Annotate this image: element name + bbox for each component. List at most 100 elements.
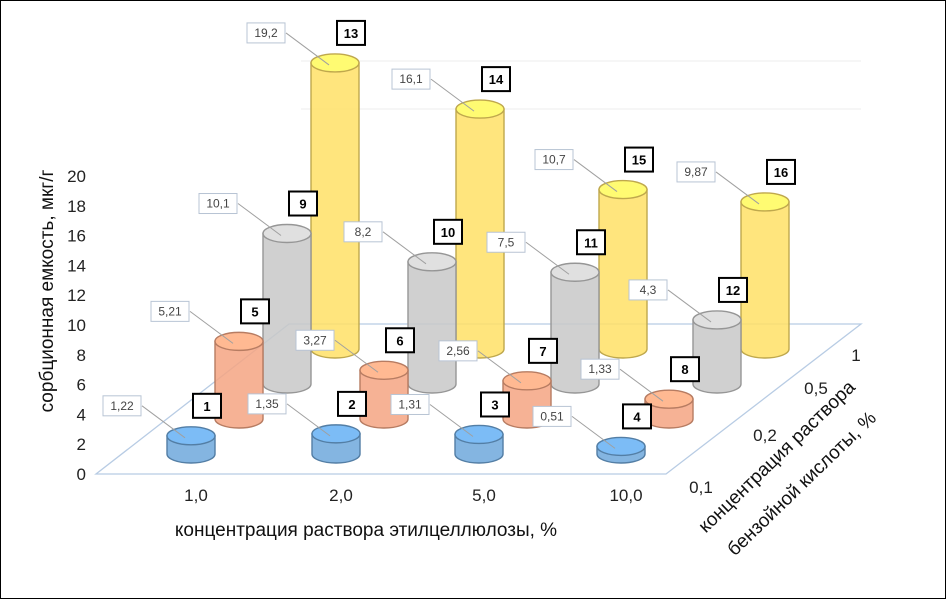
value-callout: 3,27 6	[295, 327, 415, 373]
x-tick-label: 1,0	[184, 486, 208, 505]
x-tick-label: 5,0	[472, 486, 496, 505]
callout-leader	[430, 78, 475, 112]
value-label-box	[486, 231, 526, 253]
bar-id-label: 12	[726, 283, 740, 298]
x-axis-title: концентрация раствора этилцеллюлозы, %	[175, 520, 557, 541]
bar-id-box	[240, 298, 270, 325]
bar-id-label: 3	[491, 397, 498, 412]
y-tick-label: 20	[67, 167, 86, 186]
y-tick-label: 10	[67, 316, 86, 335]
bar-id-label: 16	[774, 165, 788, 180]
value-label: 4,3	[640, 283, 657, 297]
value-callout: 1,22 1	[102, 392, 222, 439]
bar-body	[692, 319, 742, 394]
bar-top	[598, 179, 648, 200]
value-label: 5,21	[158, 304, 182, 318]
callout-leader	[525, 241, 570, 275]
bar-body	[262, 232, 312, 394]
value-label-box	[628, 279, 668, 301]
value-label: 10,7	[542, 153, 566, 167]
depth-tick-label: 0,5	[804, 379, 828, 398]
bar-id-box	[528, 337, 558, 364]
y-tick-label: 6	[77, 376, 86, 395]
value-label: 10,1	[206, 197, 230, 211]
bar-top	[502, 371, 552, 391]
bar-id-label: 11	[584, 235, 598, 250]
value-label: 0,51	[540, 409, 564, 423]
callout-leader	[382, 231, 427, 265]
value-label: 1,31	[398, 397, 422, 411]
depth-tick-label: 0,1	[689, 478, 713, 497]
bar-top	[311, 424, 361, 444]
bar-top	[740, 192, 790, 212]
y-tick-label: 18	[67, 197, 86, 216]
y-tick-label: 14	[67, 256, 86, 275]
value-label-box	[150, 300, 190, 322]
bar-top	[644, 389, 694, 409]
bar-id-label: 2	[348, 397, 355, 412]
value-callout: 1,33 8	[580, 356, 700, 402]
x-tick-label: 10,0	[609, 486, 642, 505]
bar-id-box	[480, 391, 510, 418]
bar-top	[262, 223, 312, 244]
y-axis-ticks: 0 2 4 6 8 10 12 14 16 18 20	[67, 167, 86, 484]
callout-leader	[285, 32, 330, 66]
depth-tick-label: 1	[851, 346, 860, 365]
bar	[692, 310, 742, 394]
value-callout: 5,21 5	[150, 298, 270, 344]
bar-id-box	[288, 190, 318, 217]
bar	[262, 223, 312, 394]
callout-leader	[237, 203, 282, 236]
bar-body	[598, 188, 648, 359]
depth-tick-label: 0,2	[753, 426, 777, 445]
value-label: 1,22	[110, 399, 134, 413]
value-label-box	[438, 340, 478, 362]
bar	[644, 389, 694, 429]
value-callout: 4,3 12	[628, 276, 748, 323]
bar-id-box	[481, 66, 511, 93]
value-callout: 2,56 7	[438, 337, 558, 384]
value-callout: 16,1 14	[391, 66, 511, 112]
bars	[166, 53, 790, 464]
bar	[166, 426, 216, 464]
bar	[455, 99, 505, 359]
bar-id-box	[622, 403, 652, 430]
value-callout: 1,35 2	[247, 390, 367, 437]
callout-leader	[429, 404, 474, 437]
bar-top	[455, 99, 505, 119]
value-label: 9,87	[684, 165, 708, 179]
value-label: 1,35	[255, 397, 279, 411]
value-callout: 10,7 15	[534, 146, 654, 192]
bar	[214, 331, 264, 429]
callout-leader	[667, 289, 712, 323]
value-callout: 9,87 16	[676, 158, 796, 205]
value-label-box	[580, 358, 620, 380]
bar-top	[454, 424, 504, 445]
value-label: 7,5	[498, 235, 515, 249]
value-label: 16,1	[399, 72, 423, 86]
depth-axis-ticks: 0,1 0,2 0,5 1	[689, 346, 861, 497]
value-callout: 19,2 13	[246, 19, 366, 66]
value-callout: 8,2 10	[343, 218, 463, 265]
value-label: 8,2	[355, 225, 372, 239]
bar-id-label: 5	[251, 304, 258, 319]
callout-leader	[286, 403, 331, 437]
value-label: 3,27	[303, 333, 327, 347]
value-label: 1,33	[588, 362, 612, 376]
bar-body	[214, 340, 264, 429]
value-callout: 10,1 9	[198, 190, 318, 236]
callout-leader	[715, 171, 760, 205]
bar-id-box	[337, 390, 367, 417]
value-label-box	[391, 68, 431, 90]
callout-leader	[619, 368, 664, 402]
bar-top	[407, 252, 457, 272]
callout-leader	[573, 159, 618, 192]
bar-id-box	[336, 19, 366, 46]
x-axis-ticks: 1,0 2,0 5,0 10,0	[184, 486, 642, 505]
bar-id-box	[624, 146, 654, 173]
bar	[310, 53, 360, 359]
y-tick-label: 12	[67, 286, 86, 305]
value-label-box	[295, 329, 335, 351]
bar	[311, 424, 361, 464]
